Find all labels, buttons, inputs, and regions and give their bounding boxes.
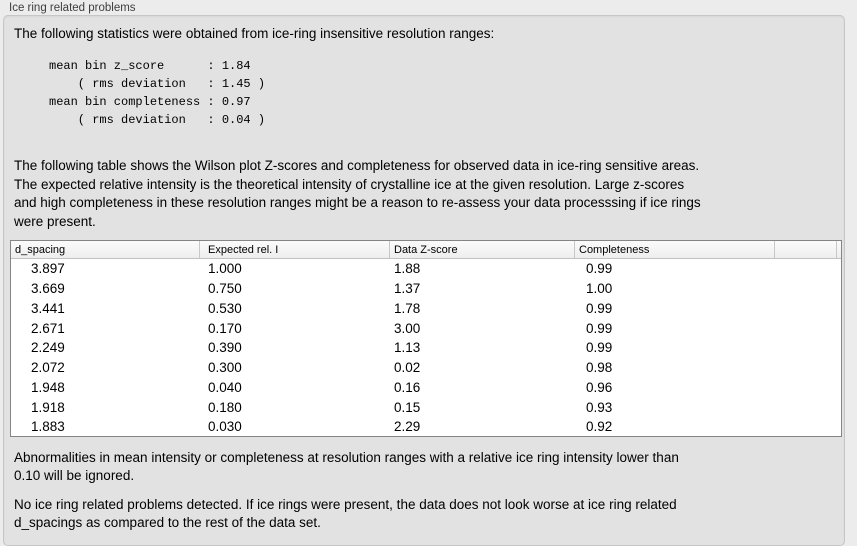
table-cell: 0.99	[586, 340, 613, 356]
table-cell: 2.249	[31, 340, 65, 356]
column-header-completeness[interactable]: Completeness	[574, 241, 774, 258]
table-cell: 1.78	[394, 300, 421, 316]
table-cell: 0.16	[394, 379, 421, 395]
table-cell: 0.750	[208, 281, 242, 297]
table-body: 3.897 1.000 1.88 0.99 3.669 0.750 1.37 1.00 3.44…	[11, 259, 841, 436]
table-cell: 1.13	[394, 340, 421, 356]
table-cell: 0.99	[586, 320, 613, 336]
table-cell: 1.37	[394, 281, 421, 297]
table-cell: 1.00	[586, 281, 613, 297]
ice-ring-table: d_spacing Expected rel. I Data Z-score C…	[10, 240, 842, 437]
table-row[interactable]: 1.918 0.180 0.15 0.93	[11, 397, 841, 417]
stats-intro-text: The following statistics were obtained f…	[14, 26, 495, 41]
table-cell: 3.897	[31, 261, 65, 277]
table-cell: 2.671	[31, 320, 65, 336]
table-row[interactable]: 3.441 0.530 1.78 0.99	[11, 299, 841, 319]
table-cell: 0.300	[208, 360, 242, 376]
table-row[interactable]: 3.897 1.000 1.88 0.99	[11, 259, 841, 279]
table-cell: 0.99	[586, 300, 613, 316]
table-cell: 2.29	[394, 419, 421, 435]
table-cell: 0.02	[394, 360, 421, 376]
table-cell: 1.918	[31, 399, 65, 415]
table-cell: 0.390	[208, 340, 242, 356]
table-row[interactable]: 2.249 0.390 1.13 0.99	[11, 338, 841, 358]
table-description-text: The following table shows the Wilson plo…	[14, 158, 701, 229]
column-header-data-z-score[interactable]: Data Z-score	[389, 241, 574, 258]
conclusion-text: No ice ring related problems detected. I…	[14, 497, 677, 530]
table-cell: 0.040	[208, 379, 242, 395]
table-cell: 0.030	[208, 419, 242, 435]
group-box-title: Ice ring related problems	[9, 2, 136, 14]
ignore-note-text: Abnormalities in mean intensity or compl…	[14, 450, 679, 483]
table-cell: 1.88	[394, 261, 421, 277]
table-cell: 0.15	[394, 399, 421, 415]
table-cell: 1.948	[31, 379, 65, 395]
table-cell: 0.98	[586, 360, 613, 376]
table-cell: 1.000	[208, 261, 242, 277]
table-cell: 0.96	[586, 379, 613, 395]
table-cell: 0.99	[586, 261, 613, 277]
table-cell: 0.180	[208, 399, 242, 415]
table-cell: 3.441	[31, 300, 65, 316]
column-header-expected-rel-i[interactable]: Expected rel. I	[199, 241, 389, 258]
table-row[interactable]: 3.669 0.750 1.37 1.00	[11, 279, 841, 299]
table-row[interactable]: 1.883 0.030 2.29 0.92	[11, 417, 841, 436]
column-header-empty[interactable]	[774, 241, 837, 258]
table-cell: 0.530	[208, 300, 242, 316]
stats-values-block: mean bin z_score : 1.84 ( rms deviation …	[49, 59, 266, 127]
table-cell: 0.92	[586, 419, 613, 435]
table-cell: 3.669	[31, 281, 65, 297]
table-cell: 3.00	[394, 320, 421, 336]
table-row[interactable]: 2.072 0.300 0.02 0.98	[11, 358, 841, 378]
table-row[interactable]: 1.948 0.040 0.16 0.96	[11, 378, 841, 398]
table-cell: 1.883	[31, 419, 65, 435]
table-cell: 2.072	[31, 360, 65, 376]
table-cell: 0.93	[586, 399, 613, 415]
table-row[interactable]: 2.671 0.170 3.00 0.99	[11, 318, 841, 338]
table-header: d_spacing Expected rel. I Data Z-score C…	[11, 241, 841, 259]
table-cell: 0.170	[208, 320, 242, 336]
column-header-d-spacing[interactable]: d_spacing	[15, 243, 66, 256]
